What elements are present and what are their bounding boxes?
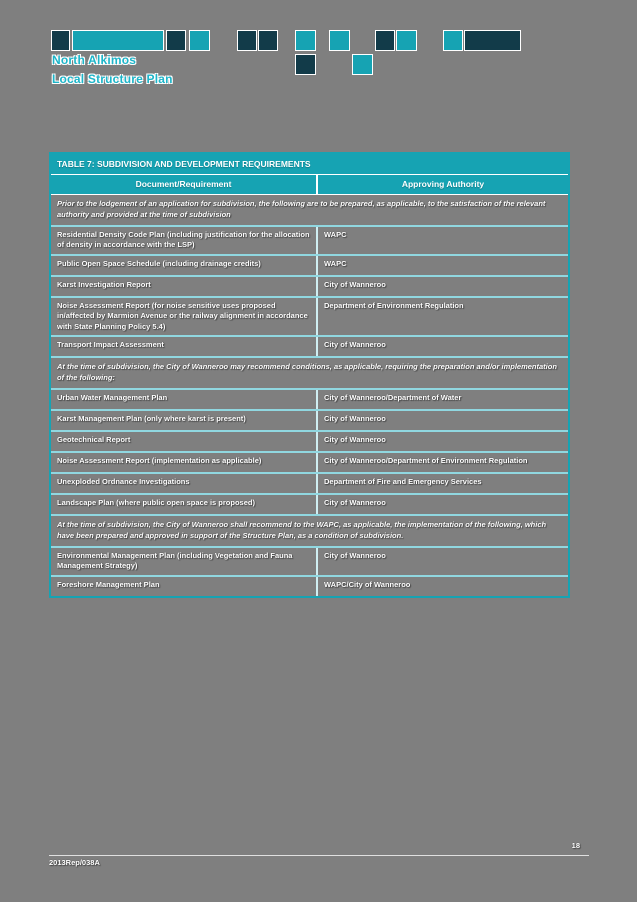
document-requirement-cell: Transport Impact Assessment <box>51 337 318 357</box>
table-row: Noise Assessment Report (for noise sensi… <box>51 297 568 338</box>
table-body: Prior to the lodgement of an application… <box>51 195 568 596</box>
section-note-row: At the time of subdivision, the City of … <box>51 516 568 548</box>
column-header-approving-authority: Approving Authority <box>318 175 568 194</box>
approving-authority-cell: WAPC <box>324 229 347 239</box>
table-row: Noise Assessment Report (implementation … <box>51 453 568 474</box>
approving-authority-cell: Department of Fire and Emergency Service… <box>324 477 482 486</box>
approving-authority-cell: City of Wanneroo <box>324 414 386 423</box>
table-title: TABLE 7: SUBDIVISION AND DEVELOPMENT REQ… <box>51 154 568 175</box>
document-subtitle: Local Structure Plan <box>52 72 173 86</box>
document-requirement-cell: Unexploded Ordnance Investigations <box>51 474 318 493</box>
footer-rule <box>49 855 589 856</box>
footer-doc-ref: 2013Rep/038A <box>49 858 100 867</box>
approving-authority-cell: City of Wanneroo <box>324 498 386 507</box>
table-row: Landscape Plan (where public open space … <box>51 495 568 516</box>
document-requirement-cell: Public Open Space Schedule (including dr… <box>51 255 318 275</box>
document-requirement-cell: Environmental Management Plan (including… <box>51 547 318 575</box>
decor-square <box>329 30 350 51</box>
document-requirement-cell: Foreshore Management Plan <box>51 576 318 596</box>
decor-square <box>166 30 186 51</box>
table-row: Geotechnical Report City of Wanneroo <box>51 432 568 453</box>
decor-square <box>295 54 316 75</box>
table-header-row: Document/Requirement Approving Authority <box>51 175 568 195</box>
document-requirement-cell: Noise Assessment Report (for noise sensi… <box>51 297 318 336</box>
approving-authority-cell: City of Wanneroo <box>324 279 386 289</box>
document-requirement-cell: Geotechnical Report <box>51 432 318 451</box>
table-row: Karst Investigation Report City of Wanner… <box>51 276 568 298</box>
decor-square <box>237 30 257 51</box>
column-header-document-requirement: Document/Requirement <box>51 175 318 194</box>
section-note-row: Prior to the lodgement of an application… <box>51 195 568 227</box>
table-row: Environmental Management Plan (including… <box>51 547 568 577</box>
document-requirement-cell: Landscape Plan (where public open space … <box>51 495 318 514</box>
approving-authority-cell: Department of Environment Regulation <box>324 300 464 310</box>
document-requirement-cell: Karst Management Plan (only where karst … <box>51 411 318 430</box>
document-requirement-cell: Urban Water Management Plan <box>51 390 318 409</box>
decor-square <box>72 30 164 51</box>
approving-authority-cell: City of Wanneroo/Department of Environme… <box>324 456 528 465</box>
document-requirement-cell: Residential Density Code Plan (including… <box>51 226 318 254</box>
table-row: Urban Water Management Plan City of Wanne… <box>51 390 568 411</box>
approving-authority-cell: City of Wanneroo <box>324 550 386 560</box>
requirements-table: TABLE 7: SUBDIVISION AND DEVELOPMENT REQ… <box>49 152 570 598</box>
table-row: Unexploded Ordnance Investigations Depart… <box>51 474 568 495</box>
decor-square <box>443 30 463 51</box>
document-title: North Alkimos <box>52 53 137 67</box>
table-row: Public Open Space Schedule (including dr… <box>51 255 568 277</box>
table-row: Transport Impact Assessment City of Wanne… <box>51 337 568 359</box>
approving-authority-cell: City of Wanneroo <box>324 435 386 444</box>
decor-square <box>375 30 395 51</box>
decor-square <box>295 30 316 51</box>
page-number: 18 <box>571 841 580 850</box>
decor-square <box>352 54 373 75</box>
table-row: Karst Management Plan (only where karst … <box>51 411 568 432</box>
document-requirement-cell: Noise Assessment Report (implementation … <box>51 453 318 472</box>
table-row: Residential Density Code Plan (including… <box>51 226 568 256</box>
document-requirement-cell: Karst Investigation Report <box>51 276 318 296</box>
section-note-row: At the time of subdivision, the City of … <box>51 358 568 390</box>
table-row: Foreshore Management Plan WAPC/City of Wa… <box>51 576 568 596</box>
approving-authority-cell: City of Wanneroo <box>324 340 386 350</box>
approving-authority-cell: City of Wanneroo/Department of Water <box>324 393 462 402</box>
approving-authority-cell: WAPC/City of Wanneroo <box>324 579 411 589</box>
approving-authority-cell: WAPC <box>324 258 347 268</box>
decor-square <box>258 30 278 51</box>
decor-square <box>189 30 210 51</box>
decor-square <box>464 30 521 51</box>
decor-square <box>51 30 70 51</box>
decor-square <box>396 30 417 51</box>
